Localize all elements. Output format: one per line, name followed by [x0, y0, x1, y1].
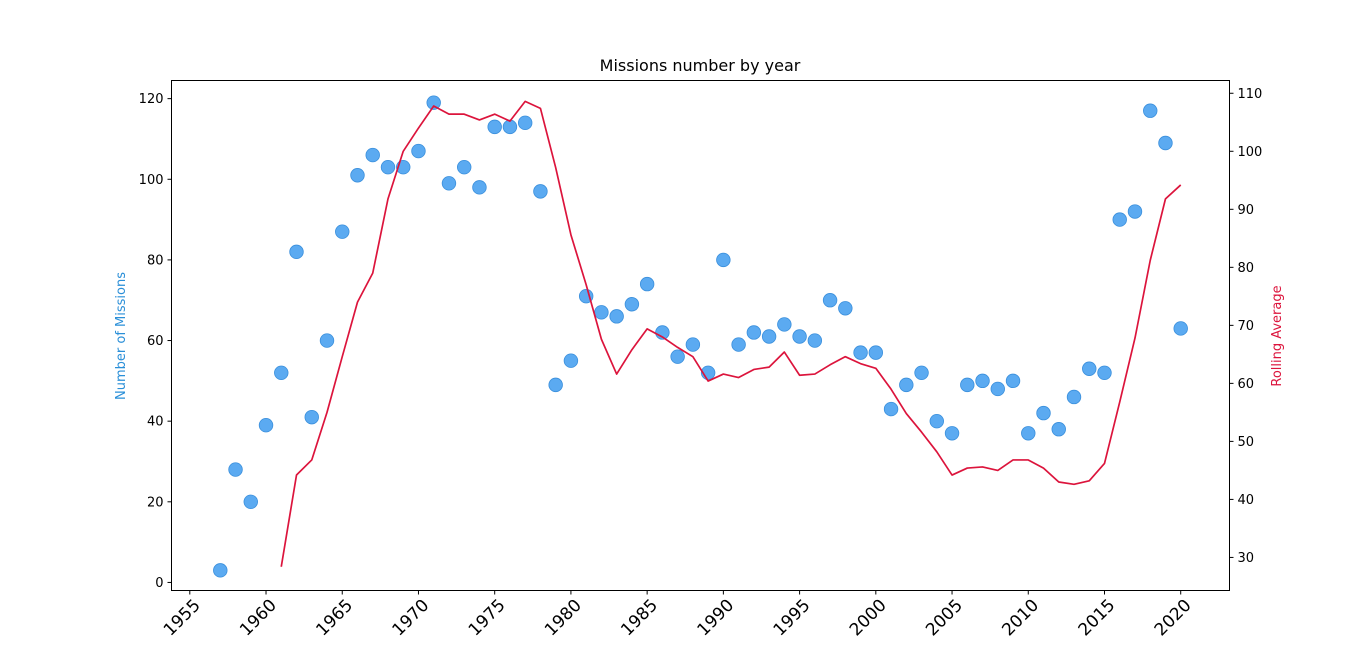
y-tick-label: 40	[147, 415, 164, 430]
scatter-point	[411, 143, 426, 159]
scatter-point	[1112, 212, 1127, 227]
y-tick-label: 80	[147, 253, 164, 268]
scatter-point	[1127, 204, 1143, 219]
scatter-point	[350, 168, 365, 183]
scatter-point	[274, 365, 289, 380]
y-tick-label: 60	[147, 334, 164, 349]
scatter-point	[228, 462, 243, 477]
scatter-point	[487, 119, 502, 135]
scatter-point	[609, 309, 624, 324]
y2-tick-label: 70	[1238, 319, 1255, 334]
scatter-point	[289, 244, 304, 260]
scatter-point	[243, 494, 258, 510]
y2-tick-label: 50	[1238, 435, 1255, 450]
scatter-point	[960, 377, 975, 393]
scatter-point	[822, 293, 838, 308]
y-tick-label: 100	[139, 173, 164, 188]
scatter-point	[1005, 373, 1021, 389]
y-tick-label: 20	[147, 495, 164, 510]
scatter-point	[914, 365, 929, 380]
scatter-point	[594, 305, 609, 320]
rolling-average-line	[280, 100, 1182, 567]
y2-tick-label: 90	[1238, 203, 1255, 218]
scatter-point	[792, 329, 807, 344]
scatter-point	[1173, 321, 1188, 336]
scatter-point	[1021, 426, 1036, 441]
scatter-point	[838, 301, 853, 316]
y2-tick-label: 30	[1238, 551, 1255, 566]
scatter-point	[533, 184, 548, 199]
scatter-point	[853, 345, 868, 360]
scatter-point	[365, 147, 380, 163]
scatter-point	[1066, 389, 1082, 405]
chart-title: Missions number by year	[600, 56, 801, 75]
scatter-point	[883, 401, 899, 417]
scatter-point	[761, 329, 777, 344]
scatter-point	[1082, 361, 1097, 376]
scatter-point	[807, 333, 823, 348]
scatter-point	[548, 377, 563, 393]
scatter-point	[426, 95, 441, 110]
scatter-point	[502, 119, 518, 135]
scatter-point	[319, 333, 335, 348]
y2-tick-label: 40	[1238, 493, 1255, 508]
scatter-point	[563, 353, 579, 368]
scatter-point	[746, 325, 762, 340]
scatter-point	[1158, 135, 1173, 151]
scatter-point	[685, 337, 701, 352]
scatter-point	[517, 115, 533, 131]
scatter-point	[380, 159, 396, 175]
y-tick-label: 120	[139, 92, 164, 107]
scatter-point	[929, 413, 944, 429]
scatter-point	[213, 563, 228, 578]
scatter-point	[899, 377, 914, 393]
scatter-point	[1143, 103, 1158, 118]
y-axis-label: Number of Missions	[114, 272, 129, 400]
scatter-point	[1097, 365, 1112, 380]
y2-axis-label: Rolling Average	[1270, 285, 1285, 386]
scatter-point	[258, 418, 274, 433]
scatter-point	[639, 276, 655, 292]
scatter-point	[304, 409, 319, 425]
scatter-point	[457, 159, 472, 175]
scatter-point	[975, 373, 990, 389]
scatter-point	[335, 224, 350, 239]
scatter-point	[1051, 422, 1066, 437]
plot-frame	[171, 80, 1230, 591]
scatter-point	[441, 176, 457, 191]
y2-tick-label: 60	[1238, 377, 1255, 392]
scatter-point	[716, 252, 731, 268]
scatter-point	[1036, 405, 1051, 421]
y2-tick-label: 100	[1238, 145, 1263, 160]
y2-tick-label: 80	[1238, 261, 1255, 276]
scatter-point	[944, 426, 960, 441]
scatter-point	[624, 297, 640, 312]
y-tick-label: 0	[155, 576, 163, 591]
scatter-point	[777, 317, 792, 332]
scatter-point	[472, 180, 487, 195]
scatter-point	[990, 381, 1005, 397]
scatter-point	[670, 349, 685, 364]
y2-tick-label: 110	[1238, 87, 1263, 102]
scatter-point	[868, 345, 884, 360]
scatter-point	[731, 337, 746, 352]
